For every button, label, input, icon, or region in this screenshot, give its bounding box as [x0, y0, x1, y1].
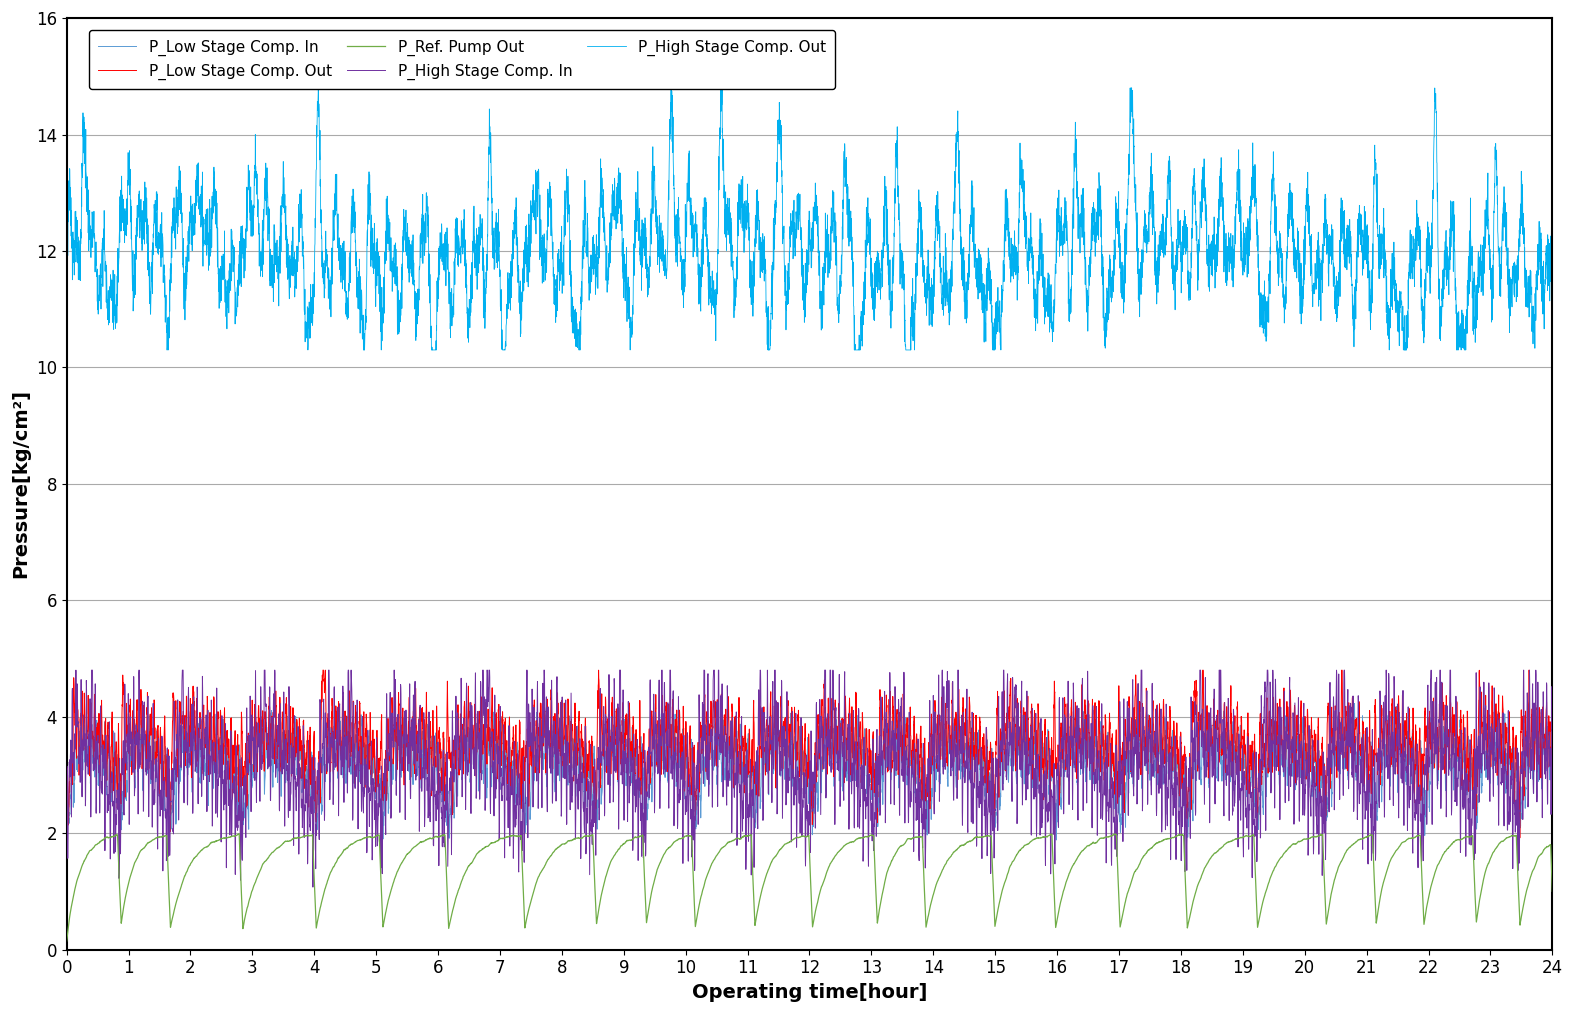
- P_High Stage Comp. In: [1239, 730, 1258, 743]
- P_High Stage Comp. In: [1001, 726, 1020, 738]
- P_Ref. Pump Out: [937, 858, 955, 870]
- X-axis label: Operating time[hour]: Operating time[hour]: [693, 983, 927, 1002]
- P_High Stage Comp. In: [66, 665, 85, 677]
- P_Low Stage Comp. In: [1543, 748, 1561, 760]
- P_High Stage Comp. In: [57, 787, 76, 799]
- Line: P_Ref. Pump Out: P_Ref. Pump Out: [66, 834, 1552, 941]
- P_Low Stage Comp. Out: [1001, 673, 1020, 685]
- P_High Stage Comp. In: [595, 763, 614, 775]
- P_Low Stage Comp. Out: [1511, 832, 1530, 844]
- Legend: P_Low Stage Comp. In, P_Low Stage Comp. Out, P_Ref. Pump Out, P_High Stage Comp.: P_Low Stage Comp. In, P_Low Stage Comp. …: [90, 30, 836, 89]
- P_High Stage Comp. Out: [937, 277, 955, 289]
- P_Ref. Pump Out: [230, 828, 249, 840]
- P_Low Stage Comp. In: [1239, 761, 1258, 773]
- P_High Stage Comp. In: [937, 711, 955, 723]
- P_Ref. Pump Out: [595, 875, 614, 887]
- P_Low Stage Comp. Out: [57, 789, 76, 801]
- P_High Stage Comp. Out: [132, 225, 151, 237]
- P_Low Stage Comp. In: [595, 736, 614, 749]
- P_High Stage Comp. Out: [1158, 155, 1177, 167]
- P_Low Stage Comp. In: [937, 724, 955, 736]
- P_Ref. Pump Out: [57, 935, 76, 947]
- P_Ref. Pump Out: [1543, 885, 1561, 898]
- P_Low Stage Comp. In: [57, 816, 76, 829]
- Line: P_Low Stage Comp. In: P_Low Stage Comp. In: [66, 703, 1552, 840]
- P_Low Stage Comp. Out: [1158, 744, 1177, 756]
- P_High Stage Comp. Out: [309, 82, 327, 94]
- P_High Stage Comp. In: [1158, 765, 1177, 777]
- P_High Stage Comp. Out: [57, 260, 76, 272]
- P_High Stage Comp. Out: [1001, 258, 1020, 270]
- P_High Stage Comp. Out: [1239, 232, 1258, 244]
- Line: P_High Stage Comp. In: P_High Stage Comp. In: [66, 671, 1552, 887]
- P_Low Stage Comp. Out: [1239, 726, 1258, 738]
- P_High Stage Comp. Out: [1543, 189, 1561, 202]
- Line: P_Low Stage Comp. Out: P_Low Stage Comp. Out: [66, 671, 1552, 838]
- P_Low Stage Comp. Out: [595, 739, 614, 752]
- P_Low Stage Comp. Out: [1543, 707, 1561, 719]
- P_High Stage Comp. In: [304, 881, 323, 893]
- P_Low Stage Comp. Out: [313, 665, 332, 677]
- P_High Stage Comp. In: [132, 725, 151, 737]
- P_Low Stage Comp. Out: [132, 695, 151, 707]
- Y-axis label: Pressure[kg/cm²]: Pressure[kg/cm²]: [11, 389, 30, 578]
- Line: P_High Stage Comp. Out: P_High Stage Comp. Out: [66, 88, 1552, 349]
- P_Low Stage Comp. In: [1047, 834, 1066, 846]
- P_Ref. Pump Out: [1158, 833, 1177, 845]
- P_Low Stage Comp. In: [132, 714, 151, 726]
- P_Low Stage Comp. Out: [937, 722, 955, 734]
- P_High Stage Comp. Out: [157, 343, 176, 356]
- P_High Stage Comp. Out: [595, 231, 614, 243]
- P_Ref. Pump Out: [1001, 859, 1020, 871]
- P_Low Stage Comp. In: [1001, 727, 1020, 739]
- P_Low Stage Comp. In: [1158, 737, 1177, 750]
- P_High Stage Comp. In: [1543, 722, 1561, 734]
- P_Ref. Pump Out: [132, 844, 151, 856]
- P_Low Stage Comp. In: [1346, 697, 1365, 709]
- P_Ref. Pump Out: [1239, 830, 1258, 842]
